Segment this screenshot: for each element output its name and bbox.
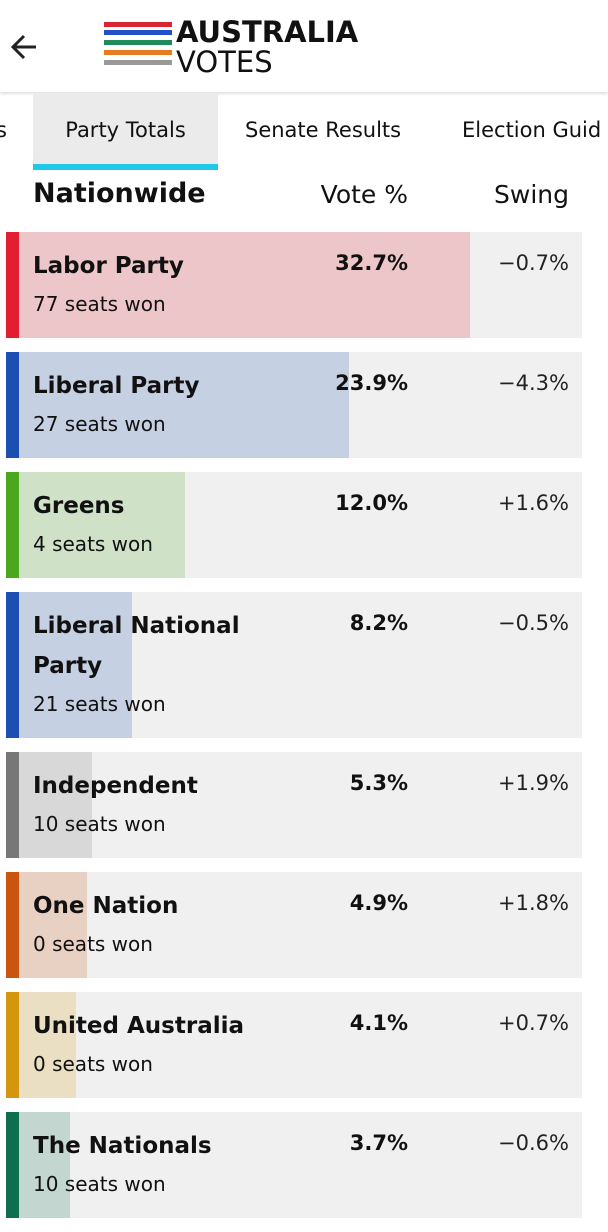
- swing: −0.5%: [498, 611, 569, 635]
- party-color-strip: [6, 592, 19, 738]
- tab[interactable]: Election Guid: [462, 118, 602, 142]
- swing: −0.7%: [498, 251, 569, 275]
- party-row: Liberal Party 27 seats won 23.9% −4.3%: [6, 352, 582, 458]
- swing: +1.8%: [498, 891, 569, 915]
- vote-bar: [19, 872, 87, 978]
- seats-won: 27 seats won: [33, 412, 166, 436]
- party-row: One Nation 0 seats won 4.9% +1.8%: [6, 872, 582, 978]
- vote-percent: 12.0%: [335, 491, 408, 515]
- logo-subtitle: VOTES: [176, 45, 273, 79]
- party-color-strip: [6, 1112, 19, 1218]
- party-color-strip: [6, 232, 19, 338]
- party-color-strip: [6, 352, 19, 458]
- party-name: The Nationals: [33, 1133, 212, 1159]
- vote-bar: [19, 992, 76, 1098]
- seats-won: 0 seats won: [33, 932, 153, 956]
- tab[interactable]: Senate Results: [245, 118, 402, 142]
- party-name: Greens: [33, 493, 125, 519]
- seats-won: 4 seats won: [33, 532, 153, 556]
- vote-bar: [19, 752, 93, 858]
- swing: +1.9%: [498, 771, 569, 795]
- vote-percent: 5.3%: [349, 771, 408, 795]
- seats-won: 10 seats won: [33, 812, 166, 836]
- swing: −4.3%: [498, 371, 569, 395]
- party-row: Liberal National Party 21 seats won 8.2% −0…: [6, 592, 582, 738]
- vote-bar: [19, 352, 349, 458]
- seats-won: 10 seats won: [33, 1172, 166, 1196]
- party-row: United Australia 0 seats won 4.1% +0.7%: [6, 992, 582, 1098]
- vote-percent: 4.9%: [349, 891, 408, 915]
- party-name: Independent: [33, 773, 198, 799]
- vote-bar: [19, 472, 185, 578]
- swing: −0.6%: [498, 1131, 569, 1155]
- swing: +1.6%: [498, 491, 569, 515]
- table-heading: Nationwide: [33, 178, 206, 209]
- vote-percent: 23.9%: [335, 371, 408, 395]
- party-color-strip: [6, 472, 19, 578]
- vote-percent: 4.1%: [349, 1011, 408, 1035]
- party-color-strip: [6, 752, 19, 858]
- vote-heading: Vote %: [320, 180, 408, 209]
- seats-won: 0 seats won: [33, 1052, 153, 1076]
- header-graphics: AUSTRALIA VOTES: [10, 15, 359, 79]
- app-header: AUSTRALIA VOTES: [0, 0, 608, 92]
- party-name: One Nation: [33, 893, 179, 919]
- swing: +0.7%: [498, 1011, 569, 1035]
- party-row: Labor Party 77 seats won 32.7% −0.7%: [6, 232, 582, 338]
- party-row: The Nationals 10 seats won 3.7% −0.6%: [6, 1112, 582, 1218]
- tab[interactable]: s: [0, 118, 7, 142]
- party-name: Liberal Party: [33, 373, 200, 399]
- tab-selected[interactable]: Party Totals: [33, 94, 218, 170]
- vote-percent: 3.7%: [349, 1131, 408, 1155]
- back-arrow[interactable]: [10, 34, 36, 60]
- vote-percent: 32.7%: [335, 251, 408, 275]
- vote-bar: [19, 232, 471, 338]
- party-name: United Australia: [33, 1013, 245, 1039]
- party-color-strip: [6, 872, 19, 978]
- seats-won: 21 seats won: [33, 692, 166, 716]
- party-name: Liberal National Party: [33, 613, 240, 679]
- swing-heading: Swing: [494, 180, 569, 209]
- logo-stripes: [104, 22, 172, 65]
- party-row: Independent 10 seats won 5.3% +1.9%: [6, 752, 582, 858]
- logo-title: AUSTRALIA: [176, 15, 359, 49]
- party-color-strip: [6, 992, 19, 1098]
- party-name: Labor Party: [33, 253, 184, 279]
- party-row: Greens 4 seats won 12.0% +1.6%: [6, 472, 582, 578]
- tab-bar: s Party Totals Senate Results Election G…: [0, 94, 608, 170]
- seats-won: 77 seats won: [33, 292, 166, 316]
- party-list: Labor Party 77 seats won 32.7% −0.7% Liberal…: [6, 232, 582, 1232]
- table-head: Nationwide Vote % Swing: [0, 172, 608, 222]
- vote-percent: 8.2%: [349, 611, 408, 635]
- vote-bar: [19, 592, 133, 738]
